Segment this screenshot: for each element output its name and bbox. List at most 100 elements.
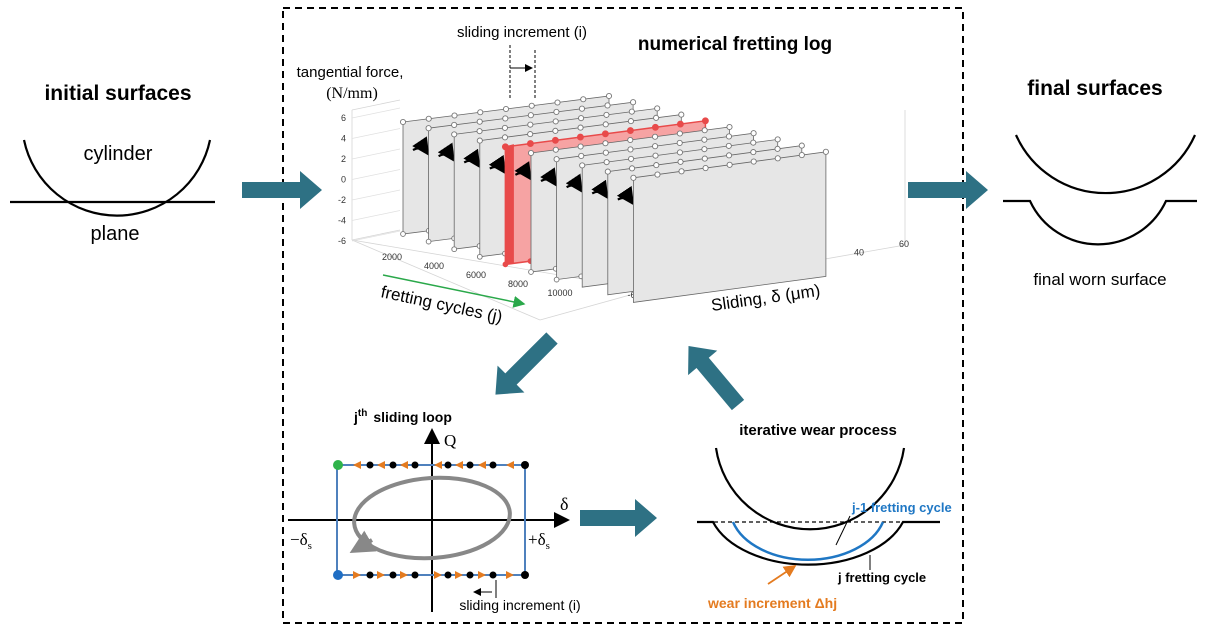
arrow-log-to-loop bbox=[495, 332, 558, 395]
cycle-panels bbox=[399, 92, 829, 303]
panel-top-node bbox=[750, 130, 757, 137]
loop-direction-marker bbox=[455, 461, 463, 469]
fretting-direction-arrow bbox=[382, 274, 526, 308]
z-gridline bbox=[351, 128, 401, 139]
loop-direction-marker bbox=[400, 571, 408, 579]
panel-top-node bbox=[798, 142, 805, 149]
loop-direction-marker bbox=[377, 461, 385, 469]
final-cylinder-arc bbox=[1014, 134, 1197, 195]
panel-top-node bbox=[630, 99, 637, 106]
loop-start-node bbox=[333, 460, 343, 470]
plane-label: plane bbox=[91, 223, 140, 245]
panel-top-node bbox=[603, 111, 610, 118]
panel-top-node bbox=[451, 131, 458, 138]
y-tick-label: 60 bbox=[899, 239, 909, 249]
panel-top-node bbox=[774, 145, 781, 152]
x-ticks: 2000 4000 6000 8000 10000 bbox=[382, 252, 573, 298]
panel-top-node bbox=[477, 109, 484, 116]
x-tick-label: 2000 bbox=[382, 252, 402, 262]
panel-top-node bbox=[726, 123, 733, 131]
panel-top-node bbox=[580, 96, 587, 103]
loop-title: jth sliding loop bbox=[353, 408, 452, 425]
panel-top-node bbox=[701, 127, 708, 134]
panel-top-node bbox=[451, 112, 458, 119]
panel-top-node bbox=[425, 115, 432, 122]
panel-top-node bbox=[725, 142, 732, 149]
panel-top-node bbox=[629, 165, 636, 172]
final-worn-caption: final worn surface bbox=[1033, 270, 1166, 289]
panel-bottom-node bbox=[528, 269, 534, 275]
loop-node bbox=[389, 571, 397, 579]
loop-node bbox=[466, 571, 474, 579]
panel-top-node bbox=[651, 123, 659, 131]
panel-top-node bbox=[501, 143, 509, 151]
loop-node bbox=[366, 571, 374, 579]
panel-top-node bbox=[526, 140, 534, 148]
loop-direction-marker bbox=[434, 571, 442, 579]
panel-top-node bbox=[527, 131, 534, 138]
initial-surfaces-title: initial surfaces bbox=[44, 82, 191, 105]
loop-direction-marker bbox=[506, 571, 514, 579]
panel-bottom-node bbox=[553, 276, 560, 283]
z-axis-label-line2: (N/mm) bbox=[326, 85, 378, 102]
panel-top-node bbox=[774, 155, 781, 162]
panel-top-node bbox=[604, 102, 611, 109]
z-gridline bbox=[351, 230, 401, 242]
cycle-progress-arrow bbox=[591, 179, 609, 200]
cycle-progress-arrow bbox=[540, 167, 558, 187]
loop-direction-ellipse bbox=[352, 475, 512, 561]
x-tick-label: 10000 bbox=[547, 288, 572, 298]
cycle-progress-arrow bbox=[412, 136, 430, 156]
log-frame bbox=[282, 7, 964, 624]
panel-top-node bbox=[579, 162, 586, 169]
panel-top-node bbox=[601, 130, 609, 138]
prev-cycle-profile bbox=[731, 521, 885, 561]
panel-top-node bbox=[627, 146, 634, 153]
panel-top-node bbox=[554, 99, 561, 106]
panel-edge bbox=[504, 144, 514, 266]
final-surfaces-title: final surfaces bbox=[1027, 77, 1162, 100]
cycle-progress-arrow bbox=[565, 173, 583, 194]
panel-bottom-node bbox=[400, 231, 406, 237]
panel-top-node bbox=[628, 155, 635, 162]
wear-increment-arrow bbox=[767, 565, 797, 585]
sliding-loop: jth sliding loop Q δ −δs +δs sliding incr… bbox=[288, 408, 581, 613]
loop-direction-arrowhead bbox=[349, 530, 377, 554]
panel-top-node bbox=[501, 134, 509, 141]
y-tick-label: 40 bbox=[854, 248, 864, 258]
z-tick-label: -4 bbox=[338, 216, 346, 226]
panel-top-node bbox=[652, 143, 659, 150]
loop-node bbox=[444, 571, 452, 579]
panel-top-node bbox=[750, 139, 757, 146]
loop-direction-marker bbox=[353, 571, 361, 579]
loop-node bbox=[444, 461, 452, 469]
loop-corner-node bbox=[521, 461, 529, 469]
panel-face bbox=[633, 151, 827, 303]
cylinder-arc bbox=[22, 139, 212, 217]
cycle-progress-arrow bbox=[616, 185, 635, 206]
panel-top-node bbox=[701, 146, 708, 153]
cycle-progress-arrow bbox=[514, 161, 532, 181]
panel-top-node bbox=[630, 174, 637, 181]
panel-top-node bbox=[678, 111, 685, 118]
panel-top-node bbox=[676, 120, 684, 128]
plus-delta-s-label: +δs bbox=[528, 530, 550, 552]
prev-cycle-leader bbox=[835, 515, 851, 546]
loop-direction-marker bbox=[377, 571, 385, 579]
panel-top-node bbox=[822, 148, 829, 155]
panel-top-node bbox=[678, 168, 685, 175]
panel-top-node bbox=[578, 152, 585, 159]
z-tick-label: 4 bbox=[341, 134, 346, 144]
panel-top-node bbox=[551, 136, 559, 144]
panel-top-node bbox=[552, 127, 559, 134]
panel-top-node bbox=[577, 143, 584, 150]
panel-top-node bbox=[528, 102, 535, 109]
arrow-wear-to-log bbox=[688, 346, 745, 411]
panel-top-node bbox=[476, 128, 483, 135]
loop-direction-marker bbox=[478, 461, 486, 469]
panel-top-node bbox=[750, 149, 757, 156]
panel-bottom-node bbox=[451, 246, 458, 253]
z-gridline bbox=[351, 210, 401, 221]
loop-node bbox=[389, 461, 397, 469]
